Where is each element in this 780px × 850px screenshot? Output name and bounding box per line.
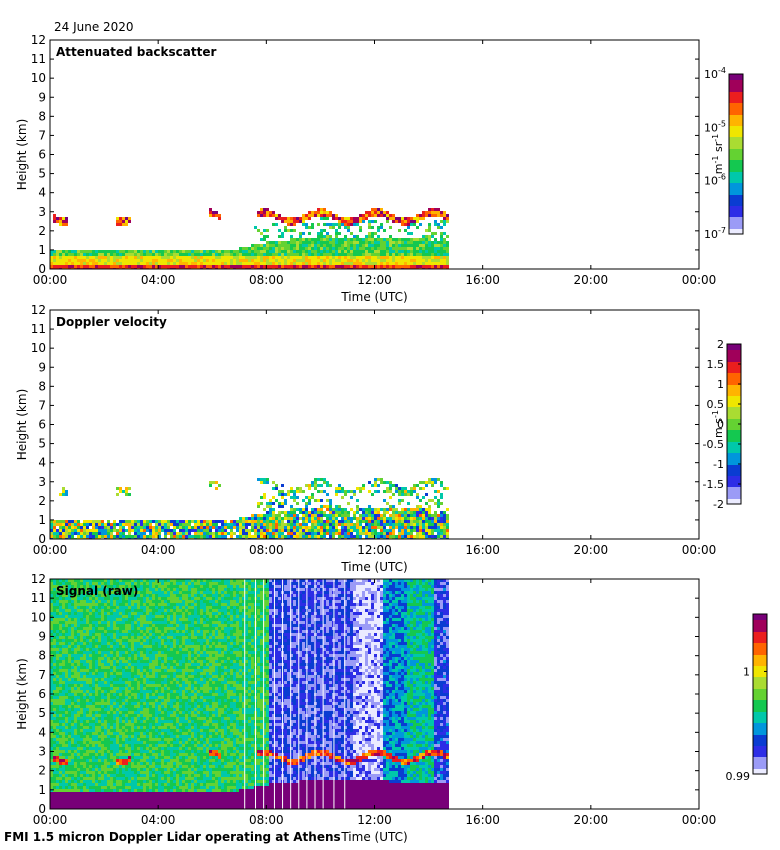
y-tick-label: 8 [38, 649, 46, 663]
x-tick-label: 12:00 [357, 813, 392, 827]
colorbar-tick-label: -0.5 [703, 438, 724, 451]
colorbar-tick-label: 0 [717, 418, 724, 431]
colorbar-label: m s-1 [711, 410, 725, 438]
panel-title: Attenuated backscatter [56, 45, 216, 59]
colorbar-tick-label: -2 [713, 498, 724, 511]
footer-caption: FMI 1.5 micron Doppler Lidar operating a… [4, 830, 341, 844]
x-axis-label: Time (UTC) [340, 290, 407, 304]
x-tick-label: 16:00 [465, 543, 500, 557]
y-tick-label: 9 [38, 630, 46, 644]
y-axis-label: Height (km) [15, 389, 29, 460]
x-tick-label: 20:00 [574, 273, 609, 287]
x-tick-label: 00:00 [33, 273, 68, 287]
y-tick-label: 3 [38, 205, 46, 219]
y-tick-label: 8 [38, 379, 46, 393]
x-tick-label: 00:00 [682, 273, 717, 287]
x-tick-label: 00:00 [33, 543, 68, 557]
y-tick-label: 6 [38, 687, 46, 701]
y-tick-label: 12 [31, 33, 46, 47]
heatmap-image-3 [50, 579, 449, 809]
x-tick-label: 08:00 [249, 543, 284, 557]
colorbar-label: m-1 sr-1 [711, 134, 725, 174]
colorbar-tick-label: 0.99 [726, 770, 751, 783]
y-tick-label: 5 [38, 167, 46, 181]
y-tick-label: 10 [31, 71, 46, 85]
colorbar-3: 10.99 [726, 613, 768, 783]
y-tick-label: 3 [38, 745, 46, 759]
y-tick-label: 7 [38, 668, 46, 682]
y-tick-label: 11 [31, 322, 46, 336]
colorbar-tick-label: 1.5 [707, 358, 725, 371]
x-tick-label: 20:00 [574, 543, 609, 557]
heatmap-image-2 [50, 478, 449, 539]
y-tick-label: 7 [38, 128, 46, 142]
y-tick-label: 4 [38, 456, 46, 470]
colorbar-tick-label: 1 [743, 665, 750, 678]
y-tick-label: 5 [38, 706, 46, 720]
y-tick-label: 12 [31, 572, 46, 586]
y-tick-label: 9 [38, 90, 46, 104]
panel-title: Doppler velocity [56, 315, 167, 329]
panel-title: Signal (raw) [56, 584, 138, 598]
x-tick-label: 04:00 [141, 273, 176, 287]
x-tick-label: 12:00 [357, 273, 392, 287]
y-axis-label: Height (km) [15, 119, 29, 190]
y-tick-label: 6 [38, 148, 46, 162]
colorbar-2: 2 1.5 1 0.5 0 -0.5 -1 -1.5 -2 m s-1 [703, 338, 742, 511]
y-tick-label: 4 [38, 725, 46, 739]
y-tick-label: 10 [31, 341, 46, 355]
colorbar-tick-label: 10-7 [704, 226, 726, 241]
x-tick-label: 16:00 [465, 813, 500, 827]
y-tick-label: 1 [38, 513, 46, 527]
x-tick-label: 04:00 [141, 813, 176, 827]
heatmap-image-1 [50, 208, 449, 269]
x-tick-label: 00:00 [682, 813, 717, 827]
date-label: 24 June 2020 [54, 20, 134, 34]
y-tick-label: 12 [31, 303, 46, 317]
colorbar-tick-label: 2 [717, 338, 724, 351]
colorbar-tick-label: 10-5 [704, 119, 726, 134]
colorbar-tick-label: 0.5 [707, 398, 725, 411]
y-tick-label: 9 [38, 360, 46, 374]
colorbar-tick-label: -1.5 [703, 478, 724, 491]
x-tick-label: 00:00 [33, 813, 68, 827]
y-tick-label: 0 [38, 802, 46, 816]
colorbar-tick-label: -1 [713, 458, 724, 471]
y-tick-label: 5 [38, 437, 46, 451]
x-tick-label: 20:00 [574, 813, 609, 827]
colorbar-tick-label: 10-6 [704, 173, 726, 188]
x-tick-label: 00:00 [682, 543, 717, 557]
y-tick-label: 2 [38, 494, 46, 508]
y-axis-label: Height (km) [15, 658, 29, 729]
y-tick-label: 0 [38, 262, 46, 276]
y-tick-label: 11 [31, 591, 46, 605]
y-tick-label: 0 [38, 532, 46, 546]
x-axis-label: Time (UTC) [340, 830, 407, 844]
y-tick-label: 1 [38, 783, 46, 797]
x-axis-label: Time (UTC) [340, 560, 407, 574]
colorbar-tick-label: 1 [717, 378, 724, 391]
y-tick-label: 6 [38, 418, 46, 432]
y-tick-label: 10 [31, 610, 46, 624]
colorbar-tick-label: 10-4 [704, 66, 726, 81]
y-tick-label: 7 [38, 398, 46, 412]
x-tick-label: 08:00 [249, 273, 284, 287]
y-tick-label: 11 [31, 52, 46, 66]
x-tick-label: 08:00 [249, 813, 284, 827]
x-tick-label: 12:00 [357, 543, 392, 557]
y-tick-label: 1 [38, 243, 46, 257]
plot-frame [49, 309, 700, 540]
y-tick-label: 8 [38, 109, 46, 123]
y-tick-label: 3 [38, 475, 46, 489]
y-tick-label: 2 [38, 224, 46, 238]
x-tick-label: 16:00 [465, 273, 500, 287]
x-tick-label: 04:00 [141, 543, 176, 557]
y-tick-label: 2 [38, 764, 46, 778]
colorbar-1: 10-4 10-5 10-6 10-7 m-1 sr-1 [704, 66, 744, 241]
y-tick-label: 4 [38, 186, 46, 200]
